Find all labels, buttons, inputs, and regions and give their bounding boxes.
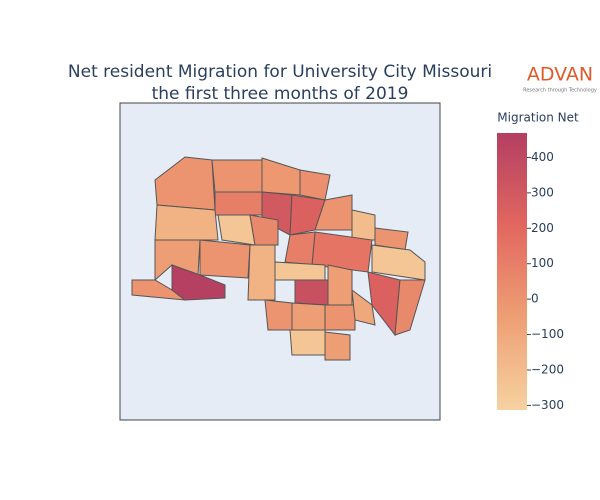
region [371, 244, 426, 281]
region [154, 204, 219, 241]
region [324, 331, 351, 361]
colorbar-tick-label: 100 [531, 256, 554, 270]
colorbar-tick-label: 400 [531, 150, 554, 164]
region [171, 264, 226, 301]
colorbar-tick-label: −300 [531, 398, 564, 412]
region [217, 214, 256, 246]
region [351, 209, 376, 241]
region [249, 214, 279, 246]
region [211, 159, 263, 193]
logo-tagline: Research through Technology [523, 88, 597, 94]
region [264, 299, 293, 331]
region [394, 279, 426, 336]
region [351, 288, 376, 326]
colorbar-tick-label: 300 [531, 185, 554, 199]
colorbar-tick-label: 200 [531, 221, 554, 235]
region [291, 302, 326, 331]
colorbar-tick-label: 0 [531, 292, 539, 306]
region [324, 304, 356, 331]
colorbar-tick-label: −100 [531, 327, 564, 341]
region [299, 169, 331, 201]
region [284, 231, 316, 266]
region [274, 261, 326, 281]
logo-name: ADVAN [527, 64, 593, 86]
region [199, 239, 251, 279]
region [289, 329, 326, 356]
region [154, 156, 216, 211]
region [327, 264, 353, 306]
region [214, 191, 263, 216]
chart-subtitle: the first three months of 2019 [152, 84, 409, 104]
colorbar-tick-label: −200 [531, 362, 564, 376]
region [247, 244, 276, 301]
chart-title: Net resident Migration for University Ci… [68, 62, 492, 82]
colorbar [497, 133, 527, 410]
region [294, 279, 329, 306]
colorbar-title: Migration Net [497, 111, 579, 125]
